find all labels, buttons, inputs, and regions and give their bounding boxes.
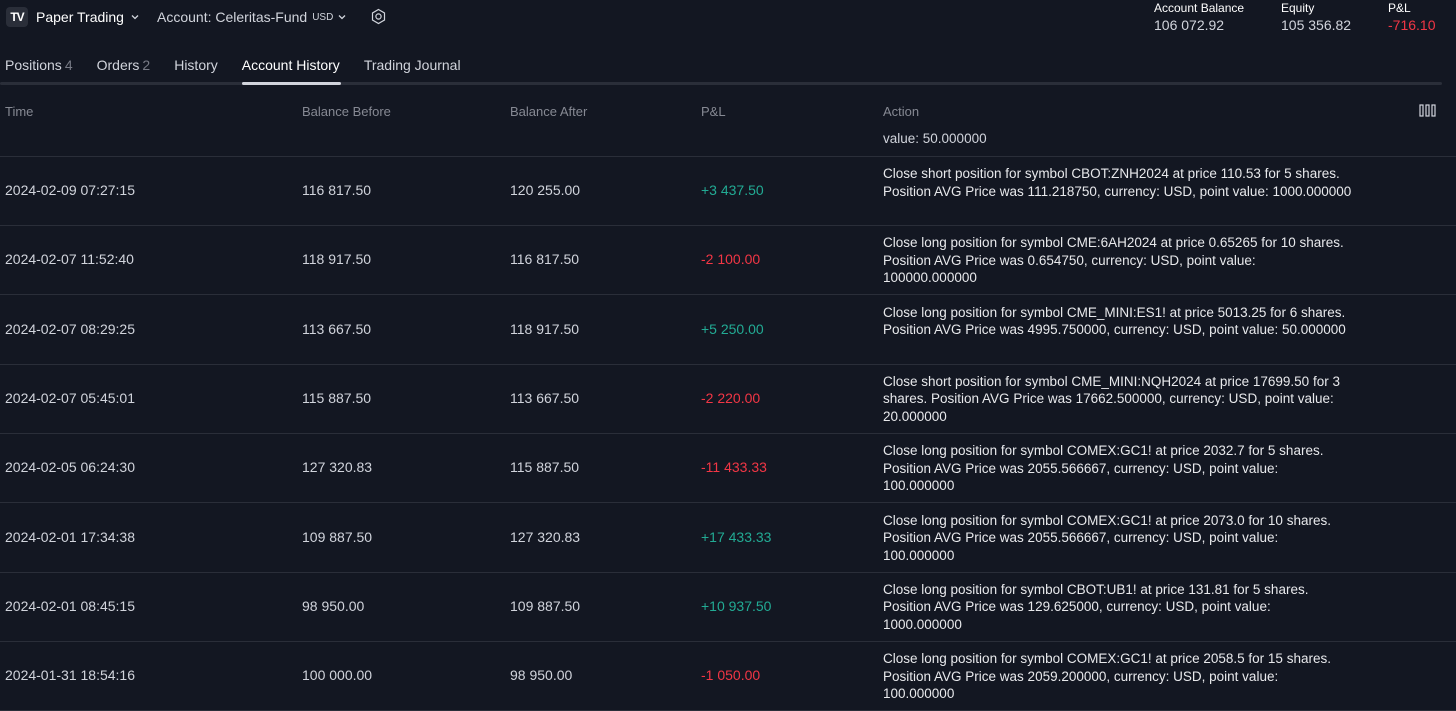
tab-trading-journal[interactable]: Trading Journal bbox=[364, 57, 461, 85]
tab-account-history[interactable]: Account History bbox=[242, 57, 340, 85]
account-currency: USD bbox=[312, 11, 334, 23]
chevron-down-icon bbox=[131, 15, 139, 20]
action-cell: Close long position for symbol COMEX:GC1… bbox=[883, 651, 1331, 702]
table-row[interactable]: 2024-02-07 11:52:40 118 917.50 116 817.50 -… bbox=[0, 226, 1456, 296]
balance-before-cell: 109 887.50 bbox=[302, 528, 373, 545]
balance-after-cell: 115 887.50 bbox=[510, 459, 580, 476]
table-row[interactable]: 2024-02-07 08:29:25 113 667.50 118 917.50 +… bbox=[0, 296, 1456, 365]
table-row[interactable]: 2024-01-31 18:54:16 100 000.00 98 950.00 -1… bbox=[0, 642, 1456, 711]
tab-history[interactable]: History bbox=[174, 57, 218, 85]
time-cell: 2024-01-31 18:54:16 bbox=[5, 667, 135, 684]
column-header-pnl[interactable]: P&L bbox=[701, 104, 726, 119]
column-header-balance-before[interactable]: Balance Before bbox=[302, 104, 391, 119]
table-row[interactable]: 2024-02-01 17:34:38 109 887.50 127 320.83 +… bbox=[0, 504, 1456, 573]
pnl-cell: +17 433.33 bbox=[701, 528, 772, 545]
equity-value: 105 356.82 bbox=[1281, 17, 1352, 33]
balance-after-cell: 116 817.50 bbox=[510, 251, 580, 268]
broker-selector[interactable]: Paper Trading bbox=[36, 9, 140, 25]
table-row-partial[interactable]: value: 50.000000 bbox=[0, 124, 1456, 157]
time-cell: 2024-02-07 05:45:01 bbox=[5, 389, 135, 406]
balance-before-cell: 98 950.00 bbox=[302, 597, 365, 614]
tradingview-logo[interactable]: TV bbox=[6, 7, 28, 27]
active-tab-indicator bbox=[242, 82, 341, 85]
pnl-cell: -11 433.33 bbox=[701, 459, 767, 476]
column-header-time[interactable]: Time bbox=[5, 104, 34, 119]
broker-label: Paper Trading bbox=[36, 9, 124, 25]
pnl-value: -716.10 bbox=[1388, 17, 1436, 33]
table-header: Time Balance Before Balance After P&L Ac… bbox=[0, 100, 1456, 124]
balance-after-cell: 118 917.50 bbox=[510, 320, 580, 337]
top-bar: TV Paper Trading Account: Celeritas-Fund… bbox=[0, 0, 1456, 48]
pnl-cell: -2 220.00 bbox=[701, 389, 761, 406]
balance-before-cell: 115 887.50 bbox=[302, 389, 372, 406]
tab-underline-track bbox=[0, 82, 1442, 85]
action-cell: Close long position for symbol CBOT:UB1!… bbox=[883, 581, 1309, 632]
balance-before-cell: 118 917.50 bbox=[302, 251, 372, 268]
column-header-action[interactable]: Action bbox=[883, 104, 920, 119]
action-cell: Close long position for symbol CME:6AH20… bbox=[883, 235, 1344, 286]
pnl-label: P&L bbox=[1388, 1, 1411, 15]
balance-after-cell: 98 950.00 bbox=[510, 667, 573, 684]
time-cell: 2024-02-01 08:45:15 bbox=[5, 597, 135, 614]
equity-label: Equity bbox=[1281, 1, 1315, 15]
account-balance-value: 106 072.92 bbox=[1154, 17, 1225, 33]
tab-positions[interactable]: Positions 4 bbox=[5, 57, 73, 85]
action-cell: Close long position for symbol COMEX:GC1… bbox=[883, 512, 1331, 563]
pnl-cell: +5 250.00 bbox=[701, 320, 764, 337]
table-row[interactable]: 2024-02-07 05:45:01 115 887.50 113 667.50 -… bbox=[0, 365, 1456, 434]
equity-stat: Equity 105 356.82 bbox=[1281, 2, 1351, 34]
tab-label: History bbox=[174, 57, 218, 73]
balance-after-cell: 113 667.50 bbox=[510, 389, 580, 406]
columns-settings-icon[interactable] bbox=[1419, 104, 1436, 117]
action-cell: Close long position for symbol CME_MINI:… bbox=[883, 304, 1346, 338]
balance-after-cell: 120 255.00 bbox=[510, 182, 581, 198]
tab-label: Account History bbox=[241, 57, 340, 73]
action-cell: Close long position for symbol COMEX:GC1… bbox=[883, 443, 1324, 494]
tab-label: Positions bbox=[5, 57, 62, 73]
tab-count: 4 bbox=[64, 57, 73, 73]
action-cell: Close short position for symbol CBOT:ZNH… bbox=[883, 166, 1352, 199]
action-cell: value: 50.000000 bbox=[883, 131, 987, 146]
chevron-down-icon bbox=[338, 15, 346, 20]
time-cell: 2024-02-05 06:24:30 bbox=[5, 459, 135, 476]
balance-after-cell: 109 887.50 bbox=[510, 597, 581, 614]
tab-bar: Positions 4 Orders 2 History Account Histo… bbox=[0, 57, 485, 85]
time-cell: 2024-02-01 17:34:38 bbox=[5, 528, 135, 545]
table-row[interactable]: 2024-02-01 08:45:15 98 950.00 109 887.50 +1… bbox=[0, 573, 1456, 642]
pnl-cell: -2 100.00 bbox=[701, 251, 761, 268]
balance-before-cell: 100 000.00 bbox=[302, 667, 373, 684]
pnl-stat: P&L -716.10 bbox=[1388, 2, 1435, 34]
tab-count: 2 bbox=[142, 57, 151, 73]
balance-after-cell: 127 320.83 bbox=[510, 528, 581, 545]
table-row[interactable]: 2024-02-05 06:24:30 127 320.83 115 887.50 -… bbox=[0, 434, 1456, 504]
time-cell: 2024-02-09 07:27:15 bbox=[5, 182, 135, 198]
pnl-cell: +10 937.50 bbox=[701, 597, 772, 614]
pnl-cell: +3 437.50 bbox=[701, 182, 764, 198]
action-cell: Close short position for symbol CME_MINI… bbox=[883, 373, 1340, 424]
column-header-balance-after[interactable]: Balance After bbox=[510, 104, 588, 119]
balance-before-cell: 127 320.83 bbox=[302, 459, 373, 476]
time-cell: 2024-02-07 11:52:40 bbox=[5, 251, 134, 268]
balance-before-cell: 113 667.50 bbox=[302, 320, 372, 337]
time-cell: 2024-02-07 08:29:25 bbox=[5, 320, 135, 337]
account-balance-label: Account Balance bbox=[1154, 1, 1245, 15]
tab-orders[interactable]: Orders 2 bbox=[97, 57, 151, 85]
settings-gear-icon[interactable] bbox=[370, 8, 387, 25]
account-label: Account: Celeritas-Fund bbox=[157, 9, 308, 25]
account-balance-stat: Account Balance 106 072.92 bbox=[1154, 2, 1244, 34]
tab-label: Trading Journal bbox=[363, 57, 461, 73]
table-row[interactable]: 2024-02-09 07:27:15 116 817.50 120 255.00 +… bbox=[0, 157, 1456, 226]
pnl-cell: -1 050.00 bbox=[701, 667, 761, 684]
account-selector[interactable]: Account: Celeritas-Fund USD bbox=[157, 9, 347, 25]
tab-label: Orders bbox=[96, 57, 140, 73]
balance-before-cell: 116 817.50 bbox=[302, 182, 372, 198]
